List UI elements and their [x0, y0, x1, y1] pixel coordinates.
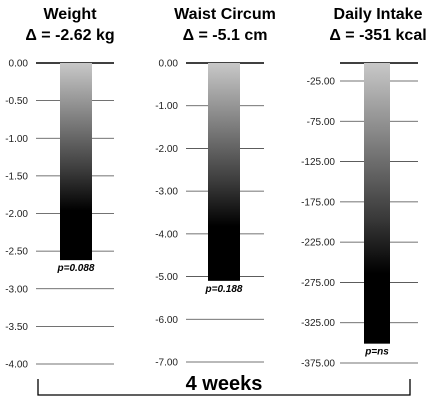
tick-label-weight: -2.00 — [5, 209, 28, 220]
weeks-bracket — [37, 379, 411, 396]
tick-label-waist: -3.00 — [155, 187, 178, 198]
tick-label-waist: -7.00 — [155, 358, 178, 369]
tick-label-weight: -3.50 — [5, 322, 28, 333]
tick-label-weight: -0.50 — [5, 96, 28, 107]
tick-label-weight: -1.50 — [5, 171, 28, 182]
tick-label-waist: -6.00 — [155, 315, 178, 326]
panel-title-intake: Daily Intake — [334, 6, 423, 23]
tick-label-intake: -75.00 — [307, 117, 336, 128]
p-value-waist: p=0.188 — [205, 284, 243, 295]
delta-label-waist: Δ = -5.1 cm — [183, 27, 268, 44]
tick-label-waist: -4.00 — [155, 229, 178, 240]
bar-waist — [208, 63, 240, 281]
tick-label-waist: -2.00 — [155, 144, 178, 155]
panel-waist: 0.00 -1.00 -2.00 -3.00 -4.00 -5.00 -6.00 -7.00 p… — [155, 59, 264, 369]
tick-label-intake: -325.00 — [301, 318, 335, 329]
panel-title-waist: Waist Circum — [174, 6, 276, 23]
tick-label-waist: -5.00 — [155, 272, 178, 283]
delta-label-intake: Δ = -351 kcal — [329, 27, 426, 44]
p-value-weight: p=0.088 — [57, 263, 95, 274]
tick-label-intake: -175.00 — [301, 197, 335, 208]
panel-weight: 0.00 -0.50 -1.00 -1.50 -2.00 -2.50 -3.00 -3.50 -… — [5, 59, 114, 371]
footer-label: 4 weeks — [186, 373, 263, 395]
tick-label-waist: -1.00 — [155, 101, 178, 112]
chart-panels: 0.00 -0.50 -1.00 -1.50 -2.00 -2.50 -3.00 -3.50 -… — [5, 59, 418, 371]
tick-label-intake: -375.00 — [301, 359, 335, 370]
bar-intake — [364, 63, 390, 344]
tick-label-intake: -275.00 — [301, 278, 335, 289]
delta-label-weight: Δ = -2.62 kg — [25, 27, 114, 44]
p-value-intake: p=ns — [364, 347, 389, 358]
tick-label-intake: -125.00 — [301, 157, 335, 168]
tick-label-intake: -225.00 — [301, 238, 335, 249]
tick-label-weight: -3.00 — [5, 284, 28, 295]
tick-label-weight: -4.00 — [5, 360, 28, 371]
tick-label-weight: -1.00 — [5, 134, 28, 145]
tick-label-waist: 0.00 — [159, 59, 179, 70]
tick-label-intake: -25.00 — [307, 77, 336, 88]
panel-intake: -25.00 -75.00 -125.00 -175.00 -225.00 -275.00… — [301, 62, 418, 370]
bar-weight — [60, 63, 92, 261]
tick-label-weight: 0.00 — [9, 59, 29, 70]
panel-title-weight: Weight — [43, 6, 97, 23]
tick-label-weight: -2.50 — [5, 247, 28, 258]
